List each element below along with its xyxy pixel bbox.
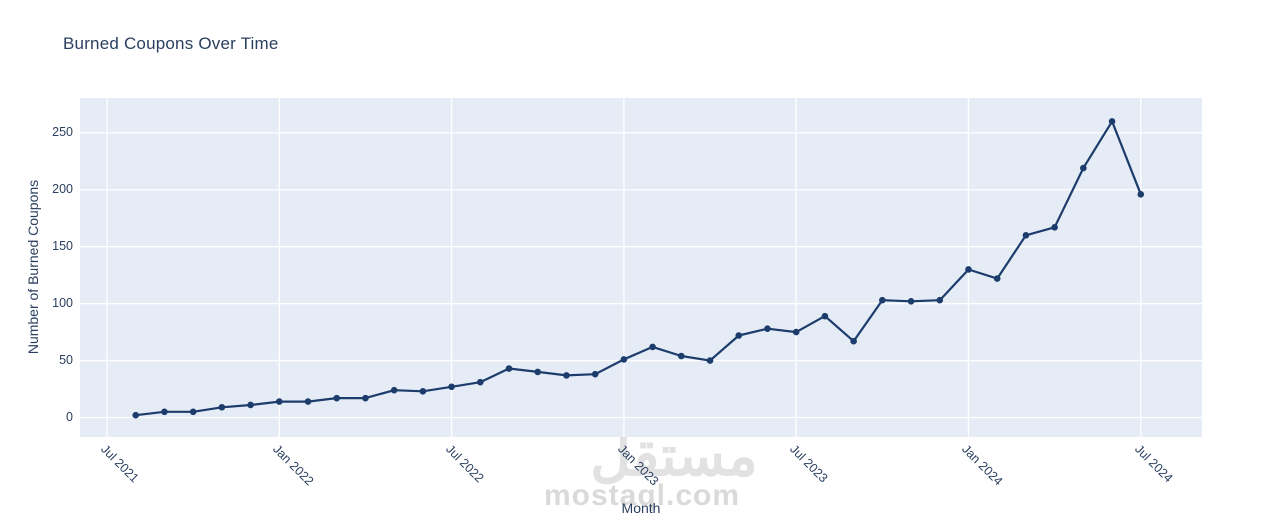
data-point-marker[interactable]: [1137, 190, 1145, 198]
data-point-marker[interactable]: [247, 401, 254, 409]
y-tick-label: 100: [52, 296, 73, 311]
data-point-marker[interactable]: [333, 394, 341, 402]
data-point-marker[interactable]: [448, 383, 455, 391]
data-point-marker[interactable]: [563, 372, 570, 379]
x-tick-label: Jul 2024: [1131, 442, 1176, 486]
y-tick-label: 200: [52, 182, 73, 197]
data-point-marker[interactable]: [1108, 118, 1116, 125]
data-point-marker[interactable]: [189, 408, 197, 416]
data-point-marker[interactable]: [735, 332, 743, 339]
data-point-marker[interactable]: [534, 368, 542, 376]
data-point-marker[interactable]: [649, 343, 656, 351]
x-tick-label: Jul 2023: [787, 442, 831, 486]
data-point-marker[interactable]: [678, 352, 685, 360]
data-point-marker[interactable]: [907, 298, 915, 305]
data-point-marker[interactable]: [1022, 231, 1030, 239]
data-point-marker[interactable]: [706, 357, 714, 364]
chart-title: Burned Coupons Over Time: [63, 34, 279, 53]
x-tick-label: Jan 2023: [614, 442, 662, 489]
data-point-marker[interactable]: [620, 356, 628, 363]
line-chart-canvas[interactable]: [80, 98, 1202, 437]
data-point-marker[interactable]: [390, 386, 398, 394]
y-tick-label: 0: [66, 410, 73, 424]
data-point-marker[interactable]: [1051, 224, 1058, 231]
data-point-marker[interactable]: [993, 275, 1001, 282]
data-point-marker[interactable]: [161, 408, 168, 416]
y-tick-label: 150: [52, 239, 73, 254]
data-point-marker[interactable]: [850, 337, 857, 345]
data-point-marker[interactable]: [879, 296, 886, 304]
data-point-marker[interactable]: [304, 398, 312, 405]
x-tick-label: Jul 2021: [98, 442, 142, 486]
data-point-marker[interactable]: [218, 403, 226, 411]
x-tick-label: Jan 2024: [959, 442, 1006, 489]
data-point-marker[interactable]: [936, 296, 944, 304]
data-point-marker[interactable]: [1080, 164, 1087, 172]
data-point-marker[interactable]: [821, 312, 829, 320]
x-tick-label: Jan 2022: [270, 442, 317, 489]
x-axis-title: Month: [621, 500, 661, 516]
x-tick-label: Jul 2022: [442, 442, 486, 486]
data-point-marker[interactable]: [362, 394, 369, 402]
data-point-marker[interactable]: [132, 411, 140, 419]
data-point-marker[interactable]: [477, 378, 484, 386]
data-point-marker[interactable]: [275, 398, 283, 405]
data-point-marker[interactable]: [764, 325, 771, 332]
plot-area[interactable]: [80, 98, 1202, 437]
data-point-marker[interactable]: [419, 388, 427, 395]
data-point-marker[interactable]: [505, 365, 513, 372]
series-line: [135, 120, 1142, 417]
y-axis-title: Number of Burned Coupons: [25, 179, 41, 355]
data-point-marker[interactable]: [591, 370, 599, 378]
data-point-marker[interactable]: [792, 328, 800, 336]
y-tick-label: 50: [59, 353, 73, 368]
y-tick-label: 250: [52, 125, 73, 140]
data-point-marker[interactable]: [965, 266, 972, 273]
